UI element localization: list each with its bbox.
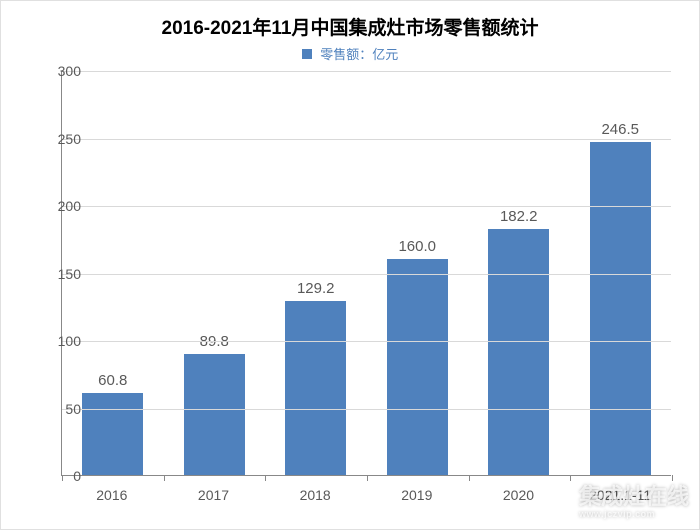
x-axis-label: 2017 xyxy=(163,487,265,529)
x-axis-label: 2020 xyxy=(468,487,570,529)
bar-value-label: 60.8 xyxy=(98,372,127,389)
y-tick-label: 100 xyxy=(41,333,81,349)
bar xyxy=(387,259,448,475)
bar-group: 246.5 xyxy=(570,121,671,475)
chart-title: 2016-2021年11月中国集成灶市场零售额统计 xyxy=(1,1,699,40)
gridline xyxy=(62,274,671,275)
x-axis-label: 2019 xyxy=(366,487,468,529)
y-tick-label: 50 xyxy=(41,401,81,417)
chart-container: 2016-2021年11月中国集成灶市场零售额统计 零售额：亿元 60.8 89.… xyxy=(0,0,700,530)
gridline xyxy=(62,341,671,342)
x-axis-labels: 201620172018201920202021.1-11 xyxy=(61,479,671,529)
bar-value-label: 246.5 xyxy=(601,121,639,138)
gridline xyxy=(62,206,671,207)
gridline xyxy=(62,71,671,72)
bar xyxy=(285,301,346,475)
bar-group: 89.8 xyxy=(164,333,265,475)
x-axis-label: 2016 xyxy=(61,487,163,529)
bar-group: 60.8 xyxy=(62,372,163,475)
x-axis-label: 2021.1-11 xyxy=(569,487,671,529)
legend: 零售额：亿元 xyxy=(1,44,699,63)
bar xyxy=(488,229,549,475)
legend-marker xyxy=(302,49,312,59)
bar xyxy=(184,354,245,475)
plot-area: 60.8 89.8 129.2 160.0 182.2 246.5 xyxy=(61,71,671,476)
y-tick-label: 0 xyxy=(41,468,81,484)
y-tick-label: 250 xyxy=(41,131,81,147)
x-tick xyxy=(672,475,673,481)
y-tick-label: 300 xyxy=(41,63,81,79)
x-axis-label: 2018 xyxy=(264,487,366,529)
bar-value-label: 129.2 xyxy=(297,280,335,297)
bar-value-label: 160.0 xyxy=(398,238,436,255)
bar-group: 129.2 xyxy=(265,280,366,475)
gridline xyxy=(62,409,671,410)
bar xyxy=(82,393,143,475)
bar-value-label: 182.2 xyxy=(500,208,538,225)
bar xyxy=(590,142,651,475)
y-tick-label: 150 xyxy=(41,266,81,282)
gridline xyxy=(62,139,671,140)
y-tick-label: 200 xyxy=(41,198,81,214)
legend-label: 零售额：亿元 xyxy=(320,47,398,62)
